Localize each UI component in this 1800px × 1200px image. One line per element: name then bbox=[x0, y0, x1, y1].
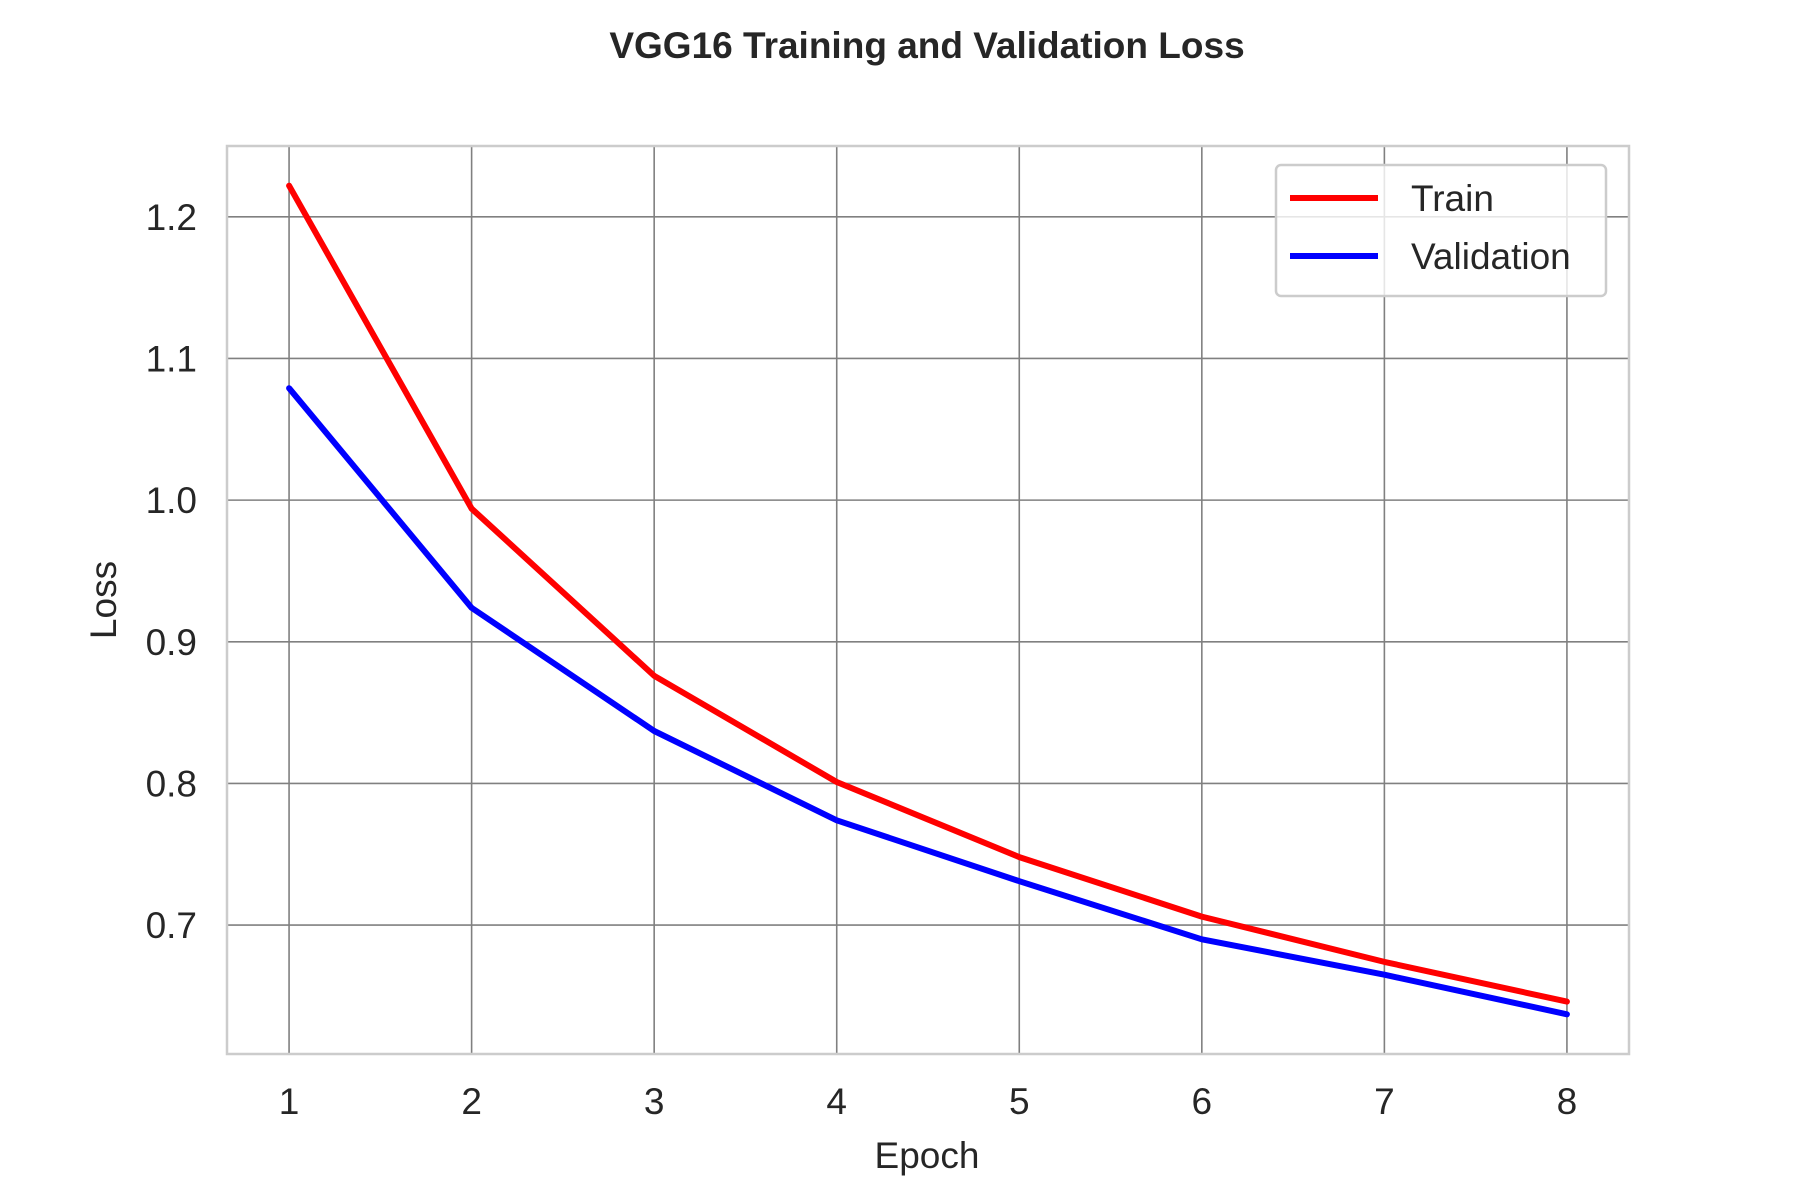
grid bbox=[227, 146, 1629, 1054]
x-tick-label: 6 bbox=[1192, 1081, 1213, 1122]
x-axis-label: Epoch bbox=[875, 1135, 980, 1176]
x-tick-labels: 1 2 3 4 5 6 7 8 bbox=[279, 1081, 1577, 1122]
y-tick-labels: 0.7 0.8 0.9 1.0 1.1 1.2 bbox=[146, 197, 197, 946]
series-line-train bbox=[286, 182, 1570, 1005]
legend-label-train: Train bbox=[1411, 178, 1494, 219]
y-tick-label: 0.7 bbox=[146, 905, 197, 946]
x-tick-label: 1 bbox=[279, 1081, 300, 1122]
plot-frame bbox=[225, 144, 1631, 1056]
x-tick-label: 7 bbox=[1374, 1081, 1395, 1122]
plot-background bbox=[227, 146, 1629, 1054]
y-tick-label: 0.8 bbox=[146, 763, 197, 804]
x-tick-label: 4 bbox=[826, 1081, 847, 1122]
x-tick-label: 8 bbox=[1557, 1081, 1578, 1122]
y-axis-label: Loss bbox=[83, 561, 124, 639]
y-tick-label: 1.2 bbox=[146, 197, 197, 238]
y-tick-label: 1.0 bbox=[146, 480, 197, 521]
x-tick-label: 5 bbox=[1009, 1081, 1030, 1122]
chart-title: VGG16 Training and Validation Loss bbox=[609, 25, 1244, 66]
x-tick-label: 3 bbox=[644, 1081, 665, 1122]
series-line-validation bbox=[286, 385, 1570, 1018]
legend-label-validation: Validation bbox=[1411, 236, 1571, 277]
y-tick-label: 0.9 bbox=[146, 622, 197, 663]
x-tick-label: 2 bbox=[461, 1081, 482, 1122]
y-tick-label: 1.1 bbox=[146, 338, 197, 379]
legend: Train Validation bbox=[1274, 163, 1608, 298]
series-lines bbox=[286, 182, 1570, 1018]
